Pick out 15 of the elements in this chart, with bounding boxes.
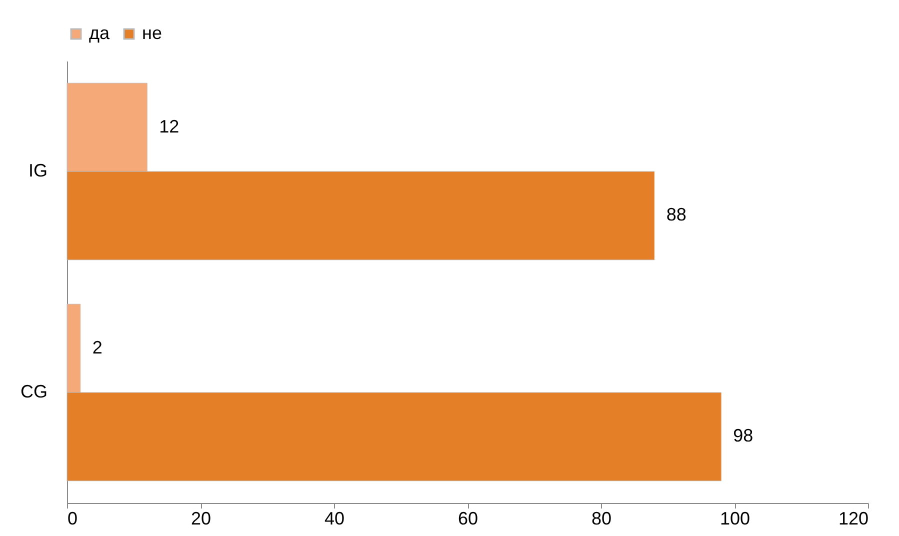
y-tick-label: IG: [28, 160, 48, 180]
x-tick-label: 40: [324, 508, 345, 528]
x-tick-label: 60: [458, 508, 478, 528]
y-tick-label: CG: [20, 382, 48, 402]
data-label: 98: [733, 426, 754, 446]
x-tick-label: 20: [190, 508, 212, 528]
data-label: 12: [159, 116, 180, 136]
data-label: 88: [666, 204, 686, 225]
x-tick-label: 120: [838, 508, 868, 528]
legend-label: не: [142, 23, 162, 43]
legend-label: да: [89, 23, 111, 43]
x-tick-label: 100: [720, 508, 750, 528]
x-tick-label: 80: [591, 508, 612, 528]
data-label: 2: [92, 337, 102, 358]
x-tick-label: 0: [68, 508, 78, 528]
